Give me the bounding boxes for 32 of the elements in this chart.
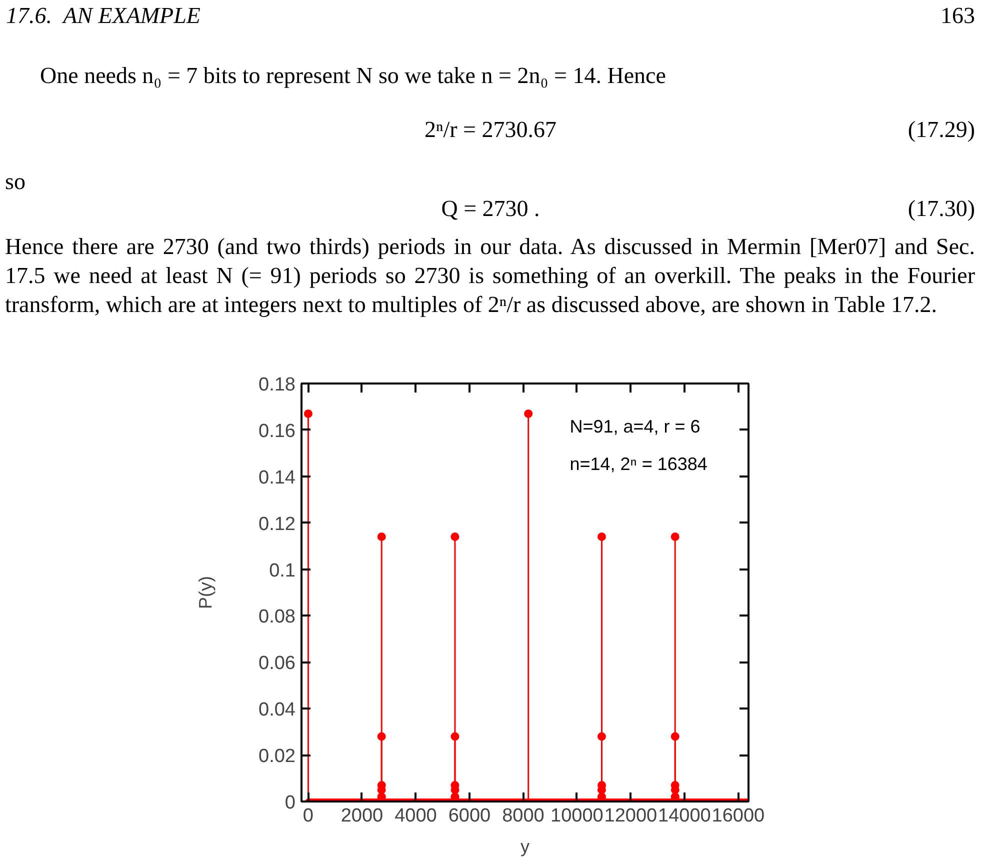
text: so [5, 169, 26, 194]
y-tick-label: 0 [284, 792, 296, 814]
y-axis-title: P(y) [196, 576, 216, 609]
y-tick-label: 0.1 [269, 560, 296, 582]
x-tick-label: 14000 [658, 806, 711, 826]
y-tick-label: 0.16 [258, 420, 296, 442]
y-tick-label: 0.12 [258, 514, 296, 535]
text: (17.30) [908, 196, 975, 221]
y-tick-label: 0.08 [258, 606, 296, 628]
y-tick-label: 0.06 [258, 653, 296, 674]
text: Q = 2730 . [441, 196, 540, 221]
x-axis-title: y [520, 836, 530, 856]
y-tick-label: 0.14 [258, 467, 296, 488]
x-tick-label: 10000 [550, 806, 604, 826]
x-tick-label: 0 [302, 806, 314, 826]
text: 17.6. AN EXAMPLE [6, 3, 200, 28]
annotation: n=14, 2ⁿ = 16384 [570, 454, 708, 474]
text: (17.29) [908, 117, 975, 142]
x-tick-label: 2000 [340, 806, 384, 826]
annotation: N=91, a=4, r = 6 [570, 416, 700, 437]
text: One needs n₀ = 7 bits to represent N so we take n = 2n₀ = 14. Hence [40, 63, 666, 88]
x-tick-label: 12000 [604, 806, 658, 826]
text: 2ⁿ/r = 2730.67 [424, 117, 556, 142]
y-tick-label: 0.02 [258, 746, 296, 768]
y-tick-label: 0.04 [258, 700, 296, 721]
y-tick-label: 0.18 [258, 374, 296, 396]
text: 163 [940, 3, 975, 28]
x-tick-label: 4000 [394, 806, 437, 826]
x-tick-label: 6000 [448, 806, 491, 826]
x-tick-label: 16000 [712, 806, 765, 826]
text: Hence there are 2730 (and two thirds) periods in our data. As discussed in Mermin [Mer07] and Sec. 17.5 we need at least N (= 91) periods so 2730 is something of an overkill. The peaks in the Fourier transform, which are at integers next to multiples of 2ⁿ/r as discussed above, are shown in Table 17.2. [5, 233, 975, 319]
x-tick-label: 8000 [502, 806, 544, 826]
